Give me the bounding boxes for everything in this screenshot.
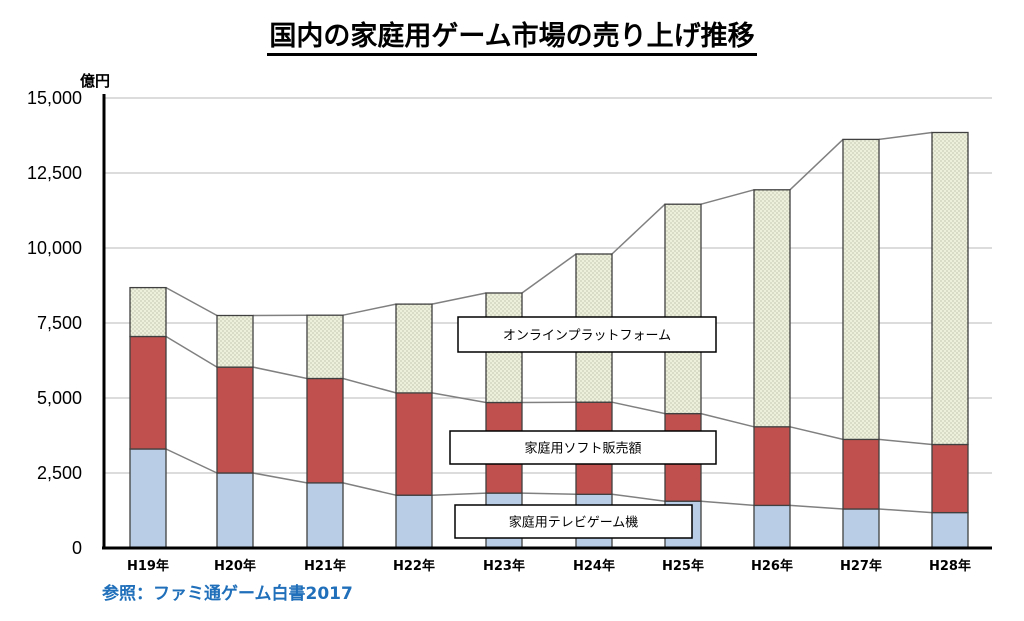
series-label: 家庭用ソフト販売額 bbox=[524, 441, 641, 457]
bar-segment-0 bbox=[129, 448, 167, 549]
bar-segment-0 bbox=[306, 482, 344, 549]
bar-segment-2 bbox=[216, 314, 254, 368]
x-tick-label: H23年 bbox=[483, 558, 525, 574]
bar-segment-2 bbox=[664, 203, 702, 415]
series-label-box bbox=[449, 430, 717, 465]
series-connector-line bbox=[342, 377, 397, 394]
series-connector-line bbox=[789, 426, 844, 441]
series-connector-line bbox=[878, 438, 933, 446]
series-connector-line bbox=[521, 492, 577, 496]
bar-segment-2 bbox=[842, 138, 880, 441]
series-label-box bbox=[457, 316, 717, 353]
series-connector-line bbox=[342, 303, 397, 316]
y-axis-unit: 億円 bbox=[80, 72, 110, 90]
bar-segment-0 bbox=[931, 511, 969, 549]
series-label: オンラインプラットフォーム bbox=[503, 329, 671, 344]
y-tick-label: 5,000 bbox=[37, 388, 82, 408]
series-connector-line bbox=[700, 500, 755, 507]
series-connector-line bbox=[165, 448, 218, 474]
y-tick-label: 15,000 bbox=[27, 88, 82, 108]
x-tick-label: H27年 bbox=[840, 558, 882, 574]
chart-title: 国内の家庭用ゲーム市場の売り上げ推移 bbox=[0, 14, 1024, 56]
series-connector-line bbox=[789, 138, 844, 191]
bar-segment-2 bbox=[395, 303, 433, 394]
bar-segment-1 bbox=[842, 438, 880, 510]
series-connector-line bbox=[611, 401, 666, 415]
bar-segment-0 bbox=[216, 472, 254, 549]
series-connector-line bbox=[611, 493, 666, 502]
series-connector-line bbox=[431, 292, 487, 305]
series-connector-line bbox=[700, 189, 755, 205]
x-tick-label: H21年 bbox=[304, 558, 346, 574]
bar-segment-2 bbox=[129, 286, 167, 338]
bar-segment-1 bbox=[216, 366, 254, 474]
y-tick-label: 7,500 bbox=[37, 313, 82, 333]
x-tick-label: H28年 bbox=[929, 558, 971, 574]
bar-segment-1 bbox=[931, 443, 969, 514]
bar-segment-2 bbox=[931, 131, 969, 446]
series-label-box bbox=[454, 504, 693, 539]
series-connector-line bbox=[165, 286, 218, 317]
series-connector-line bbox=[789, 504, 844, 510]
y-tick-label: 12,500 bbox=[27, 163, 82, 183]
source-note: 参照：ファミ通ゲーム白書2017 bbox=[102, 584, 353, 604]
y-tick-label: 0 bbox=[72, 538, 82, 558]
bar-segment-2 bbox=[753, 189, 791, 428]
bar-segment-1 bbox=[129, 335, 167, 450]
x-tick-label: H24年 bbox=[573, 558, 615, 574]
y-tick-label: 2,500 bbox=[37, 463, 82, 483]
y-tick-label: 10,000 bbox=[27, 238, 82, 258]
bar-segment-0 bbox=[753, 504, 791, 549]
series-connector-line bbox=[342, 482, 397, 496]
series-connector-line bbox=[611, 203, 666, 255]
bar-segment-2 bbox=[306, 314, 344, 380]
series-label: 家庭用テレビゲーム機 bbox=[509, 515, 639, 531]
bar-segment-1 bbox=[395, 392, 433, 496]
series-connector-line bbox=[431, 492, 487, 496]
bar-segment-0 bbox=[395, 494, 433, 549]
series-connector-line bbox=[878, 131, 933, 141]
bar-segment-1 bbox=[753, 426, 791, 507]
series-connector-line bbox=[878, 508, 933, 514]
chart-title-text: 国内の家庭用ゲーム市場の売り上げ推移 bbox=[267, 21, 757, 56]
series-connector-line bbox=[431, 392, 487, 404]
x-tick-label: H20年 bbox=[214, 558, 256, 574]
series-connector-line bbox=[700, 412, 755, 428]
bar-segment-1 bbox=[306, 377, 344, 484]
x-tick-label: H22年 bbox=[393, 558, 435, 574]
bar-segment-0 bbox=[842, 508, 880, 549]
x-tick-label: H19年 bbox=[127, 558, 169, 574]
series-connector-line bbox=[165, 335, 218, 368]
series-connector-line bbox=[521, 253, 577, 294]
x-tick-label: H25年 bbox=[662, 558, 704, 574]
series-connector-line bbox=[252, 366, 308, 380]
x-tick-label: H26年 bbox=[751, 558, 793, 574]
series-connector-line bbox=[252, 472, 308, 484]
